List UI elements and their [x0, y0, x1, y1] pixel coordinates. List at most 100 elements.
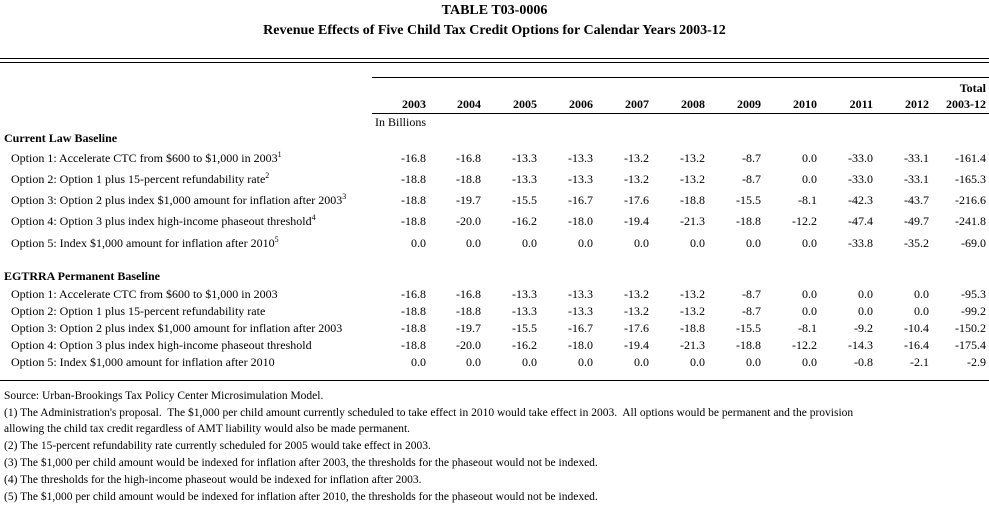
cell: 0.0 [578, 236, 593, 250]
note: (4) The thresholds for the high-income p… [4, 474, 422, 486]
cell: 0.0 [746, 355, 761, 369]
cell: -8.7 [742, 151, 761, 165]
cell: 0.0 [914, 304, 929, 318]
cell: -175.4 [955, 338, 986, 352]
row-label: Option 3: Option 2 plus index $1,000 amo… [11, 192, 347, 208]
cell: -21.3 [680, 214, 705, 228]
row-label-text: Option 4: Option 3 plus index high-incom… [11, 214, 312, 228]
row-label-text: Option 3: Option 2 plus index $1,000 amo… [11, 321, 343, 335]
row-label: Option 5: Index $1,000 amount for inflat… [11, 236, 279, 251]
cell: -18.8 [736, 338, 761, 352]
cell: -16.2 [512, 214, 537, 228]
cell: -18.8 [401, 172, 426, 186]
cell: -13.2 [680, 287, 705, 301]
cell: -241.8 [955, 214, 986, 228]
cell: 0.0 [411, 236, 426, 250]
row-label-text: Option 5: Index $1,000 amount for inflat… [11, 236, 275, 250]
cell: -42.3 [848, 193, 873, 207]
cell: -8.1 [798, 321, 817, 335]
cell: 0.0 [466, 355, 481, 369]
cell: -13.2 [624, 287, 649, 301]
row-label: Option 5: Index $1,000 amount for inflat… [11, 355, 275, 369]
cell: -12.2 [792, 338, 817, 352]
cell: 0.0 [914, 287, 929, 301]
column-header: 2011 [849, 97, 873, 111]
cell: -0.8 [854, 355, 873, 369]
cell: -16.8 [401, 287, 426, 301]
cell: -16.8 [456, 287, 481, 301]
cell: -33.1 [904, 151, 929, 165]
cell: 0.0 [522, 355, 537, 369]
unit: In Billions [375, 115, 427, 129]
cell: -18.8 [456, 304, 481, 318]
cell: 0.0 [802, 355, 817, 369]
column-header: 2007 [625, 97, 649, 111]
column-header: 2012 [905, 97, 929, 111]
cell: -21.3 [680, 338, 705, 352]
cell: -47.4 [848, 214, 873, 228]
cell: 0.0 [634, 236, 649, 250]
cell: -165.3 [955, 172, 986, 186]
cell: -14.3 [848, 338, 873, 352]
cell: -13.3 [512, 304, 537, 318]
rule [0, 62, 989, 63]
cell: -20.0 [456, 338, 481, 352]
cell: -18.8 [401, 193, 426, 207]
cell: -16.8 [456, 151, 481, 165]
cell: -18.8 [401, 304, 426, 318]
column-header: 2009 [737, 97, 761, 111]
cell: -13.3 [512, 172, 537, 186]
column-header: 2008 [681, 97, 705, 111]
cell: 0.0 [802, 151, 817, 165]
title: TABLE T03-0006 [441, 3, 548, 18]
total-label: Total [959, 81, 986, 95]
cell: -19.4 [624, 338, 649, 352]
cell: -161.4 [955, 151, 986, 165]
rule [0, 58, 989, 59]
cell: -13.3 [568, 304, 593, 318]
cell: -13.2 [624, 151, 649, 165]
cell: -15.5 [736, 193, 761, 207]
subtitle: Revenue Effects of Five Child Tax Credit… [263, 23, 726, 38]
cell: -20.0 [456, 214, 481, 228]
section-title: EGTRRA Permanent Baseline [4, 269, 160, 283]
cell: 0.0 [802, 236, 817, 250]
row-label-text: Option 1: Accelerate CTC from $600 to $1… [11, 151, 278, 165]
cell: 0.0 [690, 236, 705, 250]
cell: -13.2 [624, 172, 649, 186]
rule [0, 380, 989, 381]
column-header: 2004 [457, 97, 481, 111]
cell: -18.8 [401, 214, 426, 228]
cell: -95.3 [961, 287, 986, 301]
row-label: Option 1: Accelerate CTC from $600 to $1… [11, 150, 282, 166]
cell: -150.2 [955, 321, 986, 335]
cell: -18.8 [401, 321, 426, 335]
row-label-text: Option 4: Option 3 plus index high-incom… [11, 338, 312, 352]
cell: -13.3 [568, 287, 593, 301]
rule [372, 113, 989, 114]
cell: 0.0 [466, 236, 481, 250]
note: (3) The $1,000 per child amount would be… [4, 457, 598, 469]
cell: -33.8 [848, 236, 873, 250]
column-header: 2006 [569, 97, 593, 111]
cell: 0.0 [578, 355, 593, 369]
cell: 0.0 [746, 236, 761, 250]
row-label: Option 4: Option 3 plus index high-incom… [11, 338, 312, 352]
cell: -18.8 [401, 338, 426, 352]
cell: 0.0 [690, 355, 705, 369]
footnote-ref: 3 [342, 192, 347, 201]
rule [372, 77, 989, 78]
cell: -12.2 [792, 214, 817, 228]
row-label: Option 1: Accelerate CTC from $600 to $1… [11, 287, 278, 301]
cell: 0.0 [634, 355, 649, 369]
column-header: 2003-12 [946, 97, 986, 111]
cell: -33.0 [848, 151, 873, 165]
cell: -13.2 [624, 304, 649, 318]
cell: -13.2 [680, 151, 705, 165]
cell: -8.7 [742, 304, 761, 318]
footnote-ref: 1 [277, 150, 282, 159]
note: allowing the child tax credit regardless… [4, 423, 411, 435]
cell: -15.5 [736, 321, 761, 335]
cell: 0.0 [411, 355, 426, 369]
section-title: Current Law Baseline [4, 131, 118, 145]
